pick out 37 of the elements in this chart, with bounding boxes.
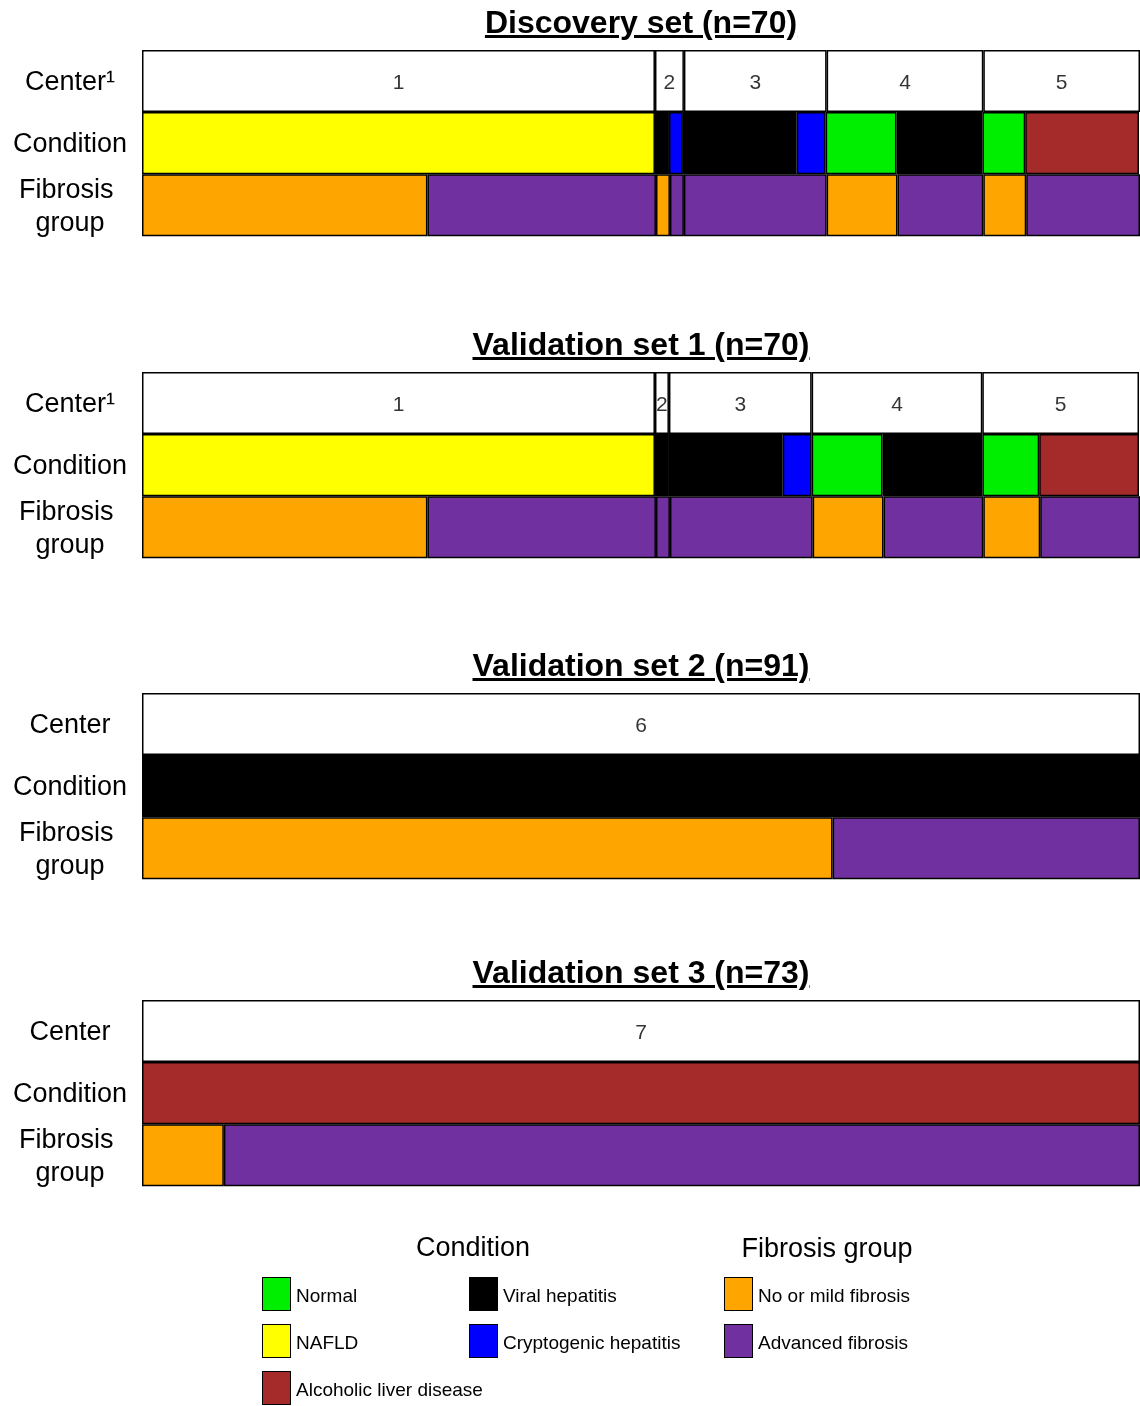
annotation: 1 xyxy=(392,391,405,415)
annotation: 3 xyxy=(749,69,762,93)
y-tick-label: Condition xyxy=(12,450,128,481)
chart-title: Discovery set (n=70) xyxy=(483,3,799,42)
chart-title: Validation set 3 (n=73) xyxy=(471,953,811,992)
y-tick-label: Center xyxy=(29,1016,111,1047)
chart-title: Validation set 1 (n=70) xyxy=(471,325,811,364)
y-tick-label: Fibrosis group xyxy=(18,495,122,559)
annotation: 1 xyxy=(392,69,405,93)
text: Condition xyxy=(415,1232,531,1263)
annotation: 5 xyxy=(1054,391,1067,415)
y-tick-label: Center xyxy=(29,709,111,740)
category-label: Normal xyxy=(296,1285,358,1307)
annotation: 2 xyxy=(656,391,668,415)
category-label: Viral hepatitis xyxy=(503,1285,617,1307)
y-tick-label: Center¹ xyxy=(24,388,116,419)
category-label: Alcoholic liver disease xyxy=(296,1379,483,1401)
y-tick-label: Fibrosis group xyxy=(18,816,122,880)
annotation: 6 xyxy=(635,712,647,736)
annotation: 7 xyxy=(635,1019,647,1043)
y-tick-label: Condition xyxy=(12,771,128,802)
category-label: Advanced fibrosis xyxy=(758,1332,908,1354)
y-tick-label: Center¹ xyxy=(24,66,116,97)
annotation: 4 xyxy=(891,391,904,415)
y-tick-label: Condition xyxy=(12,1078,128,1109)
chart-title: Validation set 2 (n=91) xyxy=(471,646,811,685)
annotation: 2 xyxy=(663,69,676,93)
category-label: Cryptogenic hepatitis xyxy=(503,1332,681,1354)
y-tick-label: Fibrosis group xyxy=(18,173,122,237)
y-tick-label: Condition xyxy=(12,128,128,159)
text: Fibrosis group xyxy=(741,1233,913,1264)
annotation: 4 xyxy=(899,69,912,93)
annotation: 3 xyxy=(734,391,747,415)
category-label: NAFLD xyxy=(296,1332,359,1354)
y-tick-label: Fibrosis group xyxy=(18,1123,122,1187)
category-label: No or mild fibrosis xyxy=(758,1285,911,1307)
annotation: 5 xyxy=(1055,69,1068,93)
